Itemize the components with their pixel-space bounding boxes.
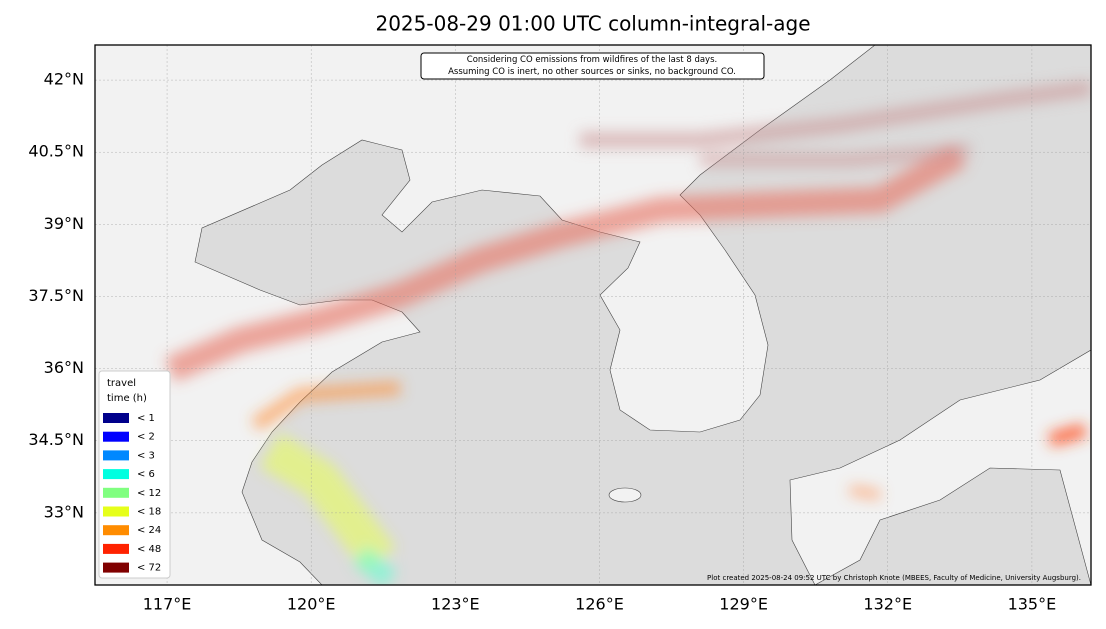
x-tick-label: 123°E xyxy=(431,595,480,614)
x-tick-label: 126°E xyxy=(575,595,624,614)
x-tick-label: 129°E xyxy=(719,595,768,614)
legend-swatch xyxy=(103,469,129,480)
annotation-box xyxy=(420,52,765,80)
legend: travel time (h) < 1 < 2 < 3 < 6 < 12 < 18 < 24 < … xyxy=(103,378,161,574)
legend-label: < 48 xyxy=(137,544,161,555)
y-tick-label: 33°N xyxy=(44,502,84,521)
jeju xyxy=(608,487,642,503)
frame xyxy=(94,44,1092,586)
legend-label: < 3 xyxy=(137,450,155,461)
plume-band xyxy=(251,381,401,431)
legend-swatch xyxy=(103,543,129,554)
legend-title: travel xyxy=(107,378,136,389)
y-tick-label: 40.5°N xyxy=(28,142,84,161)
legend-label: < 72 xyxy=(137,563,161,574)
plume-band xyxy=(700,143,971,167)
annotation-line: Assuming CO is inert, no other sources o… xyxy=(448,67,736,77)
legend-label: < 12 xyxy=(137,488,161,499)
plume-band xyxy=(1048,423,1087,447)
legend-label: < 24 xyxy=(137,525,161,536)
legend-swatch xyxy=(103,413,129,423)
legend-label: < 18 xyxy=(137,507,161,518)
map-area xyxy=(95,45,1091,585)
title: 2025-08-29 01:00 UTC column-integral-age xyxy=(375,12,810,36)
legend-label: < 6 xyxy=(137,469,155,480)
y-tick-label: 39°N xyxy=(44,214,84,233)
plume-band xyxy=(580,80,1091,148)
plume-band xyxy=(849,485,881,500)
legend-label: < 1 xyxy=(137,413,155,424)
y-tick-label: 34.5°N xyxy=(28,430,84,449)
legend-swatch xyxy=(103,525,129,536)
y-tick-label: 37.5°N xyxy=(28,286,84,305)
legend-swatch xyxy=(103,431,129,442)
plume-band xyxy=(164,143,967,382)
x-tick-label: 117°E xyxy=(143,595,192,614)
plume-band xyxy=(259,432,396,572)
japan xyxy=(789,349,1091,585)
x-tick-label: 120°E xyxy=(287,595,336,614)
legend-label: < 2 xyxy=(137,432,155,443)
annotation-line: Considering CO emissions from wildfires … xyxy=(467,55,717,65)
legend-title: time (h) xyxy=(107,393,147,404)
credit: Plot created 2025-08-24 09:52 UTC by Chr… xyxy=(707,574,1081,582)
x-tick-label: 135°E xyxy=(1008,595,1057,614)
plume xyxy=(164,80,1091,585)
y-tick-label: 36°N xyxy=(44,358,84,377)
plume-band xyxy=(352,546,398,585)
y-tick-label: 42°N xyxy=(44,70,84,89)
legend-swatch xyxy=(103,562,129,573)
legend-swatch xyxy=(103,506,129,517)
legend-swatch xyxy=(103,450,129,461)
x-tick-label: 132°E xyxy=(863,595,912,614)
legend-swatch xyxy=(103,487,129,498)
graticule xyxy=(95,45,1091,585)
